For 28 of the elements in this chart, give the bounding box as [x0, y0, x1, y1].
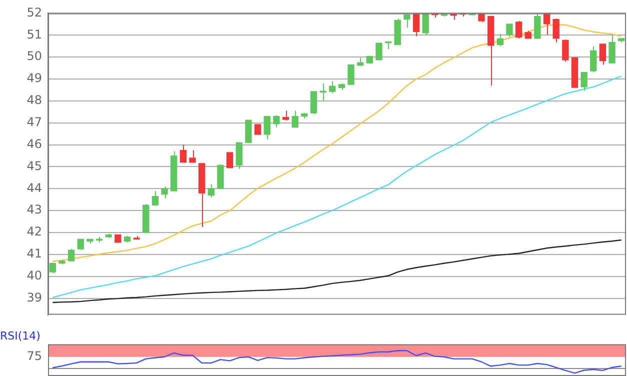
candlestick [348, 64, 354, 85]
chart-title: RSI(14) [0, 329, 40, 342]
y-tick-label: 49 [26, 71, 42, 86]
y-tick-label: 43 [26, 202, 42, 217]
candlestick [245, 120, 252, 143]
y-tick-label: 39 [26, 290, 42, 304]
candlestick [506, 23, 513, 38]
y-tick-label: 42 [26, 224, 42, 239]
y-tick-label: 46 [26, 136, 42, 151]
y-tick-label: 41 [26, 246, 42, 261]
candlestick [534, 13, 541, 39]
y-tick-label: 40 [26, 268, 42, 283]
candlestick [217, 164, 224, 190]
candlestick [114, 234, 122, 243]
candlestick [608, 34, 616, 64]
candlestick [58, 259, 66, 265]
candlestick [133, 235, 140, 240]
y-tick-label: 47 [26, 115, 42, 129]
y-tick-label: 44 [26, 180, 42, 195]
y-tick-label: 51 [26, 27, 42, 42]
candlestick [189, 150, 196, 163]
candlestick [320, 82, 326, 102]
y-tick-label: 45 [26, 158, 42, 173]
y-tick-label: 50 [26, 49, 42, 64]
candlestick [376, 42, 382, 60]
text: 75 [26, 348, 42, 363]
y-tick-label: 52 [26, 5, 42, 20]
y-tick-label: 48 [26, 93, 42, 108]
